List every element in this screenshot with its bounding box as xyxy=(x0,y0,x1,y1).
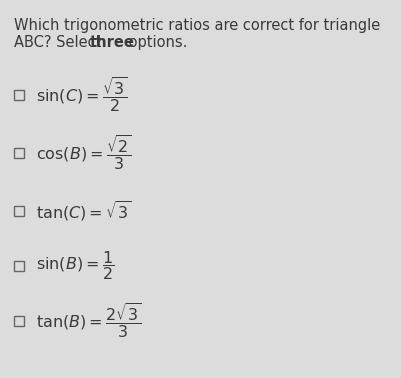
Text: $\sin(B) = \dfrac{1}{2}$: $\sin(B) = \dfrac{1}{2}$ xyxy=(36,249,114,282)
Text: Which trigonometric ratios are correct for triangle: Which trigonometric ratios are correct f… xyxy=(14,18,379,33)
Text: $\sin(C) = \dfrac{\sqrt{3}}{2}$: $\sin(C) = \dfrac{\sqrt{3}}{2}$ xyxy=(36,76,128,115)
Text: three: three xyxy=(89,35,134,50)
Text: $\tan(C) = \sqrt{3}$: $\tan(C) = \sqrt{3}$ xyxy=(36,199,131,223)
Text: ABC? Select: ABC? Select xyxy=(14,35,106,50)
Text: $\tan(B) = \dfrac{2\sqrt{3}}{3}$: $\tan(B) = \dfrac{2\sqrt{3}}{3}$ xyxy=(36,302,141,341)
Text: $\cos(B) = \dfrac{\sqrt{2}}{3}$: $\cos(B) = \dfrac{\sqrt{2}}{3}$ xyxy=(36,133,132,172)
Text: options.: options. xyxy=(124,35,186,50)
